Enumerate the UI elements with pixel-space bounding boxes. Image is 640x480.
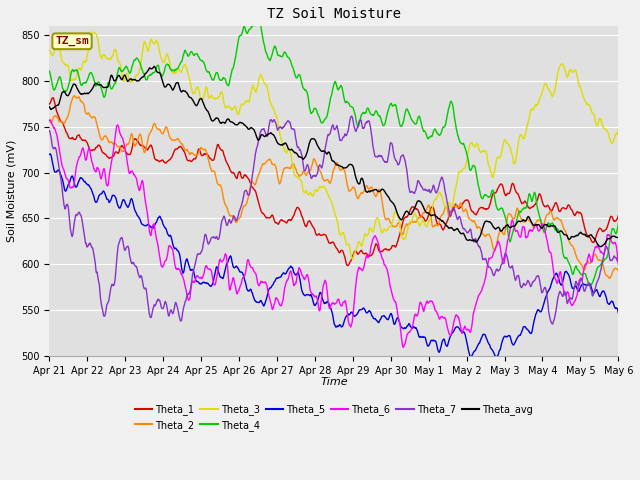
Title: TZ Soil Moisture: TZ Soil Moisture [267, 7, 401, 21]
Y-axis label: Soil Moisture (mV): Soil Moisture (mV) [7, 140, 17, 242]
Legend: Theta_1, Theta_2, Theta_3, Theta_4, Theta_5, Theta_6, Theta_7, Theta_avg: Theta_1, Theta_2, Theta_3, Theta_4, Thet… [131, 400, 537, 435]
Text: TZ_sm: TZ_sm [55, 36, 89, 47]
X-axis label: Time: Time [320, 377, 348, 387]
